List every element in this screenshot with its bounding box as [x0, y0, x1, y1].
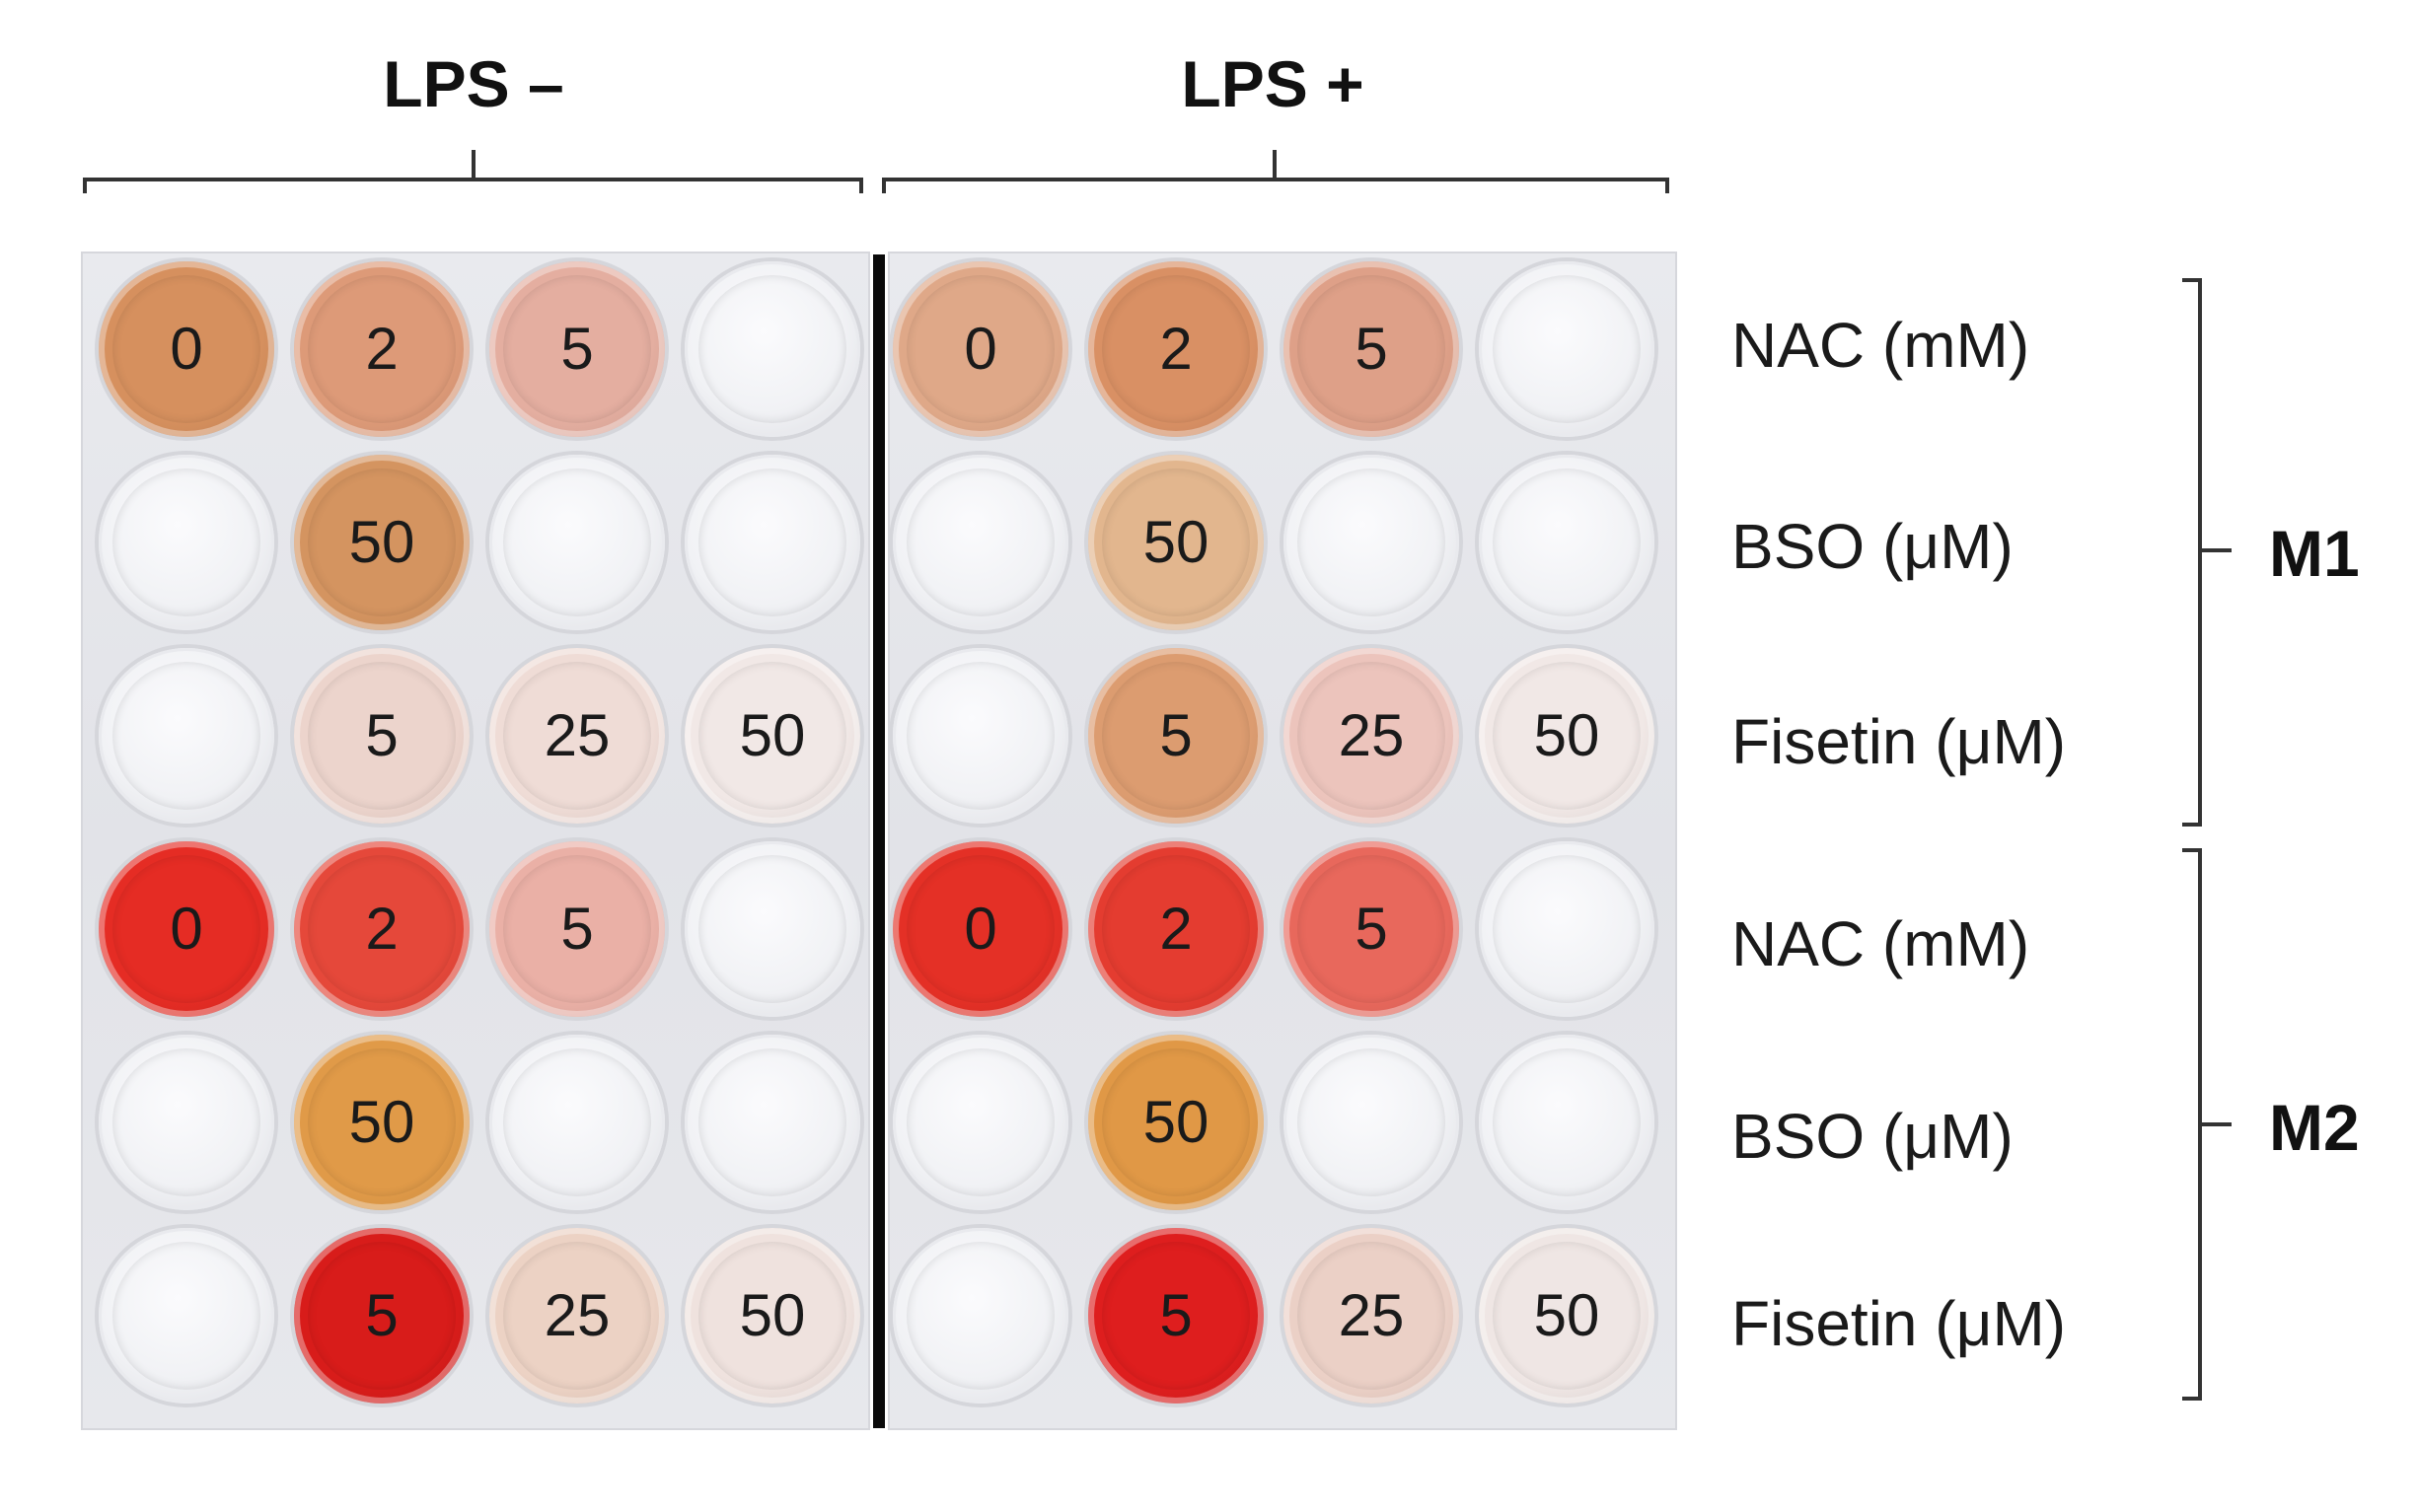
well-label: 25	[1338, 702, 1405, 768]
well-left-r1-c2: 2	[294, 261, 470, 437]
well-left-r2-c1	[99, 455, 274, 630]
well-right-r5-c4	[1479, 1035, 1654, 1210]
well-right-r1-c3: 5	[1283, 261, 1459, 437]
well-label: 5	[560, 316, 594, 382]
well-label: 50	[1533, 1282, 1600, 1348]
row-label-m1-bso: BSO (μM)	[1731, 511, 2014, 582]
row-label-m1-fisetin: Fisetin (μM)	[1731, 706, 2067, 777]
well-left-r5-c2: 50	[294, 1035, 470, 1210]
well-right-r6-c2: 5	[1088, 1228, 1264, 1404]
well-right-r4-c4	[1479, 841, 1654, 1017]
group-label-m1: M1	[2269, 517, 2360, 590]
well-right-r3-c2: 5	[1088, 648, 1264, 824]
well-left-r3-c3: 25	[489, 648, 665, 824]
row-label-m2-bso: BSO (μM)	[1731, 1101, 2014, 1172]
well-right-r4-c1: 0	[893, 841, 1068, 1017]
well-label: 25	[1338, 1282, 1405, 1348]
well-label: 2	[1159, 316, 1193, 382]
well-right-r5-c2: 50	[1088, 1035, 1264, 1210]
well-right-r1-c1: 0	[893, 261, 1068, 437]
well-left-r6-c1	[99, 1228, 274, 1404]
well-left-r5-c1	[99, 1035, 274, 1210]
well-right-r4-c2: 2	[1088, 841, 1264, 1017]
well-right-r5-c3	[1283, 1035, 1459, 1210]
well-left-r3-c2: 5	[294, 648, 470, 824]
well-right-r3-c3: 25	[1283, 648, 1459, 824]
well-right-r3-c1	[893, 648, 1068, 824]
well-label: 5	[365, 702, 399, 768]
well-left-r6-c2: 5	[294, 1228, 470, 1404]
well-right-r2-c3	[1283, 455, 1459, 630]
header-lps-minus: LPS –	[383, 47, 564, 120]
well-label: 50	[348, 1089, 415, 1155]
well-left-r6-c3: 25	[489, 1228, 665, 1404]
well-left-r4-c1: 0	[99, 841, 274, 1017]
well-right-r1-c4	[1479, 261, 1654, 437]
well-label: 5	[1355, 896, 1388, 962]
plate-divider	[873, 254, 885, 1428]
well-left-r4-c4	[685, 841, 860, 1017]
well-left-r1-c4	[685, 261, 860, 437]
bracket-m2	[2182, 848, 2232, 1401]
bracket-m1	[2182, 278, 2232, 827]
well-label: 0	[170, 316, 203, 382]
well-right-r1-c2: 2	[1088, 261, 1264, 437]
well-left-r2-c3	[489, 455, 665, 630]
well-left-r2-c2: 50	[294, 455, 470, 630]
header-lps-plus: LPS +	[1181, 47, 1364, 120]
well-right-r2-c1	[893, 455, 1068, 630]
well-right-r6-c3: 25	[1283, 1228, 1459, 1404]
group-label-m2: M2	[2269, 1091, 2360, 1164]
well-left-r4-c3: 5	[489, 841, 665, 1017]
well-label: 2	[365, 316, 399, 382]
well-label: 50	[1142, 1089, 1209, 1155]
well-label: 50	[1142, 509, 1209, 575]
well-left-r5-c3	[489, 1035, 665, 1210]
well-left-r1-c1: 0	[99, 261, 274, 437]
well-right-r2-c4	[1479, 455, 1654, 630]
well-right-r3-c4: 50	[1479, 648, 1654, 824]
well-label: 5	[1159, 1282, 1193, 1348]
well-label: 2	[1159, 896, 1193, 962]
well-label: 0	[964, 316, 997, 382]
well-label: 0	[964, 896, 997, 962]
well-left-r3-c1	[99, 648, 274, 824]
well-left-r2-c4	[685, 455, 860, 630]
well-right-r5-c1	[893, 1035, 1068, 1210]
well-label: 0	[170, 896, 203, 962]
well-left-r3-c4: 50	[685, 648, 860, 824]
well-label: 50	[348, 509, 415, 575]
well-label: 2	[365, 896, 399, 962]
well-left-r4-c2: 2	[294, 841, 470, 1017]
well-label: 25	[544, 702, 611, 768]
bracket-lps-minus	[83, 150, 863, 193]
well-label: 50	[739, 702, 806, 768]
well-right-r6-c1	[893, 1228, 1068, 1404]
bracket-lps-plus	[882, 150, 1669, 193]
well-label: 50	[739, 1282, 806, 1348]
well-label: 5	[1355, 316, 1388, 382]
well-label: 50	[1533, 702, 1600, 768]
well-right-r6-c4: 50	[1479, 1228, 1654, 1404]
well-left-r5-c4	[685, 1035, 860, 1210]
well-label: 5	[365, 1282, 399, 1348]
well-label: 25	[544, 1282, 611, 1348]
well-label: 5	[560, 896, 594, 962]
well-left-r6-c4: 50	[685, 1228, 860, 1404]
row-label-m2-fisetin: Fisetin (μM)	[1731, 1288, 2067, 1359]
row-label-m1-nac: NAC (mM)	[1731, 310, 2030, 381]
well-label: 5	[1159, 702, 1193, 768]
well-right-r2-c2: 50	[1088, 455, 1264, 630]
row-label-m2-nac: NAC (mM)	[1731, 908, 2030, 979]
well-left-r1-c3: 5	[489, 261, 665, 437]
well-right-r4-c3: 5	[1283, 841, 1459, 1017]
